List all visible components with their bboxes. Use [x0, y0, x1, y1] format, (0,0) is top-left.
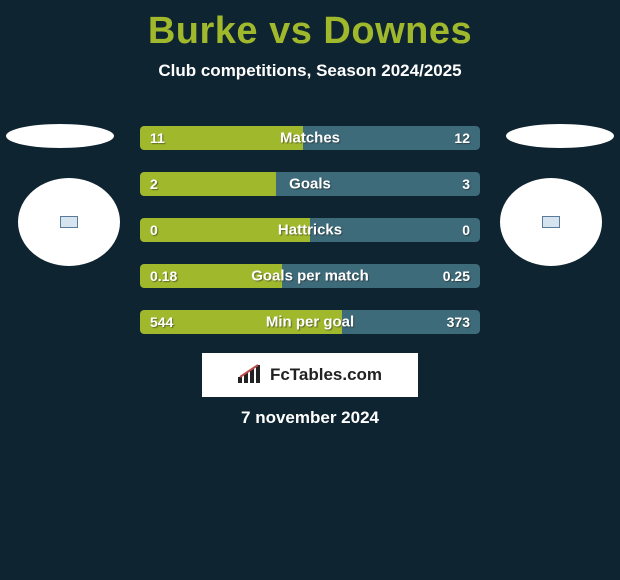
logo-label: FcTables.com — [270, 365, 382, 385]
stat-row-min-per-goal: 544 Min per goal 373 — [140, 310, 480, 334]
stat-value-left: 0.18 — [150, 268, 177, 284]
stat-value-right: 0.25 — [443, 268, 470, 284]
player-left-badge — [18, 178, 120, 266]
logo-text: FcTables.com — [238, 363, 382, 388]
stat-label: Goals — [289, 176, 331, 193]
stat-value-left: 2 — [150, 176, 158, 192]
stat-value-right: 0 — [462, 222, 470, 238]
stat-value-left: 11 — [150, 130, 165, 146]
stat-label: Min per goal — [266, 314, 354, 331]
stat-label: Hattricks — [278, 222, 342, 239]
stat-value-right: 12 — [454, 130, 470, 146]
flag-icon — [542, 216, 560, 228]
stats-bars: 11 Matches 12 2 Goals 3 0 Hattricks 0 0.… — [140, 126, 480, 356]
date-label: 7 november 2024 — [0, 408, 620, 428]
comparison-title: Burke vs Downes — [0, 0, 620, 53]
comparison-subtitle: Club competitions, Season 2024/2025 — [0, 61, 620, 81]
stat-value-left: 544 — [150, 314, 173, 330]
bar-fill — [140, 172, 276, 196]
stat-value-left: 0 — [150, 222, 158, 238]
stat-row-goals-per-match: 0.18 Goals per match 0.25 — [140, 264, 480, 288]
stat-label: Goals per match — [251, 268, 369, 285]
stat-row-matches: 11 Matches 12 — [140, 126, 480, 150]
source-logo: FcTables.com — [202, 353, 418, 397]
stat-row-hattricks: 0 Hattricks 0 — [140, 218, 480, 242]
player-left-ellipse — [6, 124, 114, 148]
stat-label: Matches — [280, 130, 340, 147]
flag-icon — [60, 216, 78, 228]
bars-icon — [238, 363, 264, 388]
stat-value-right: 373 — [447, 314, 470, 330]
stat-value-right: 3 — [462, 176, 470, 192]
stat-row-goals: 2 Goals 3 — [140, 172, 480, 196]
player-right-badge — [500, 178, 602, 266]
player-right-ellipse — [506, 124, 614, 148]
